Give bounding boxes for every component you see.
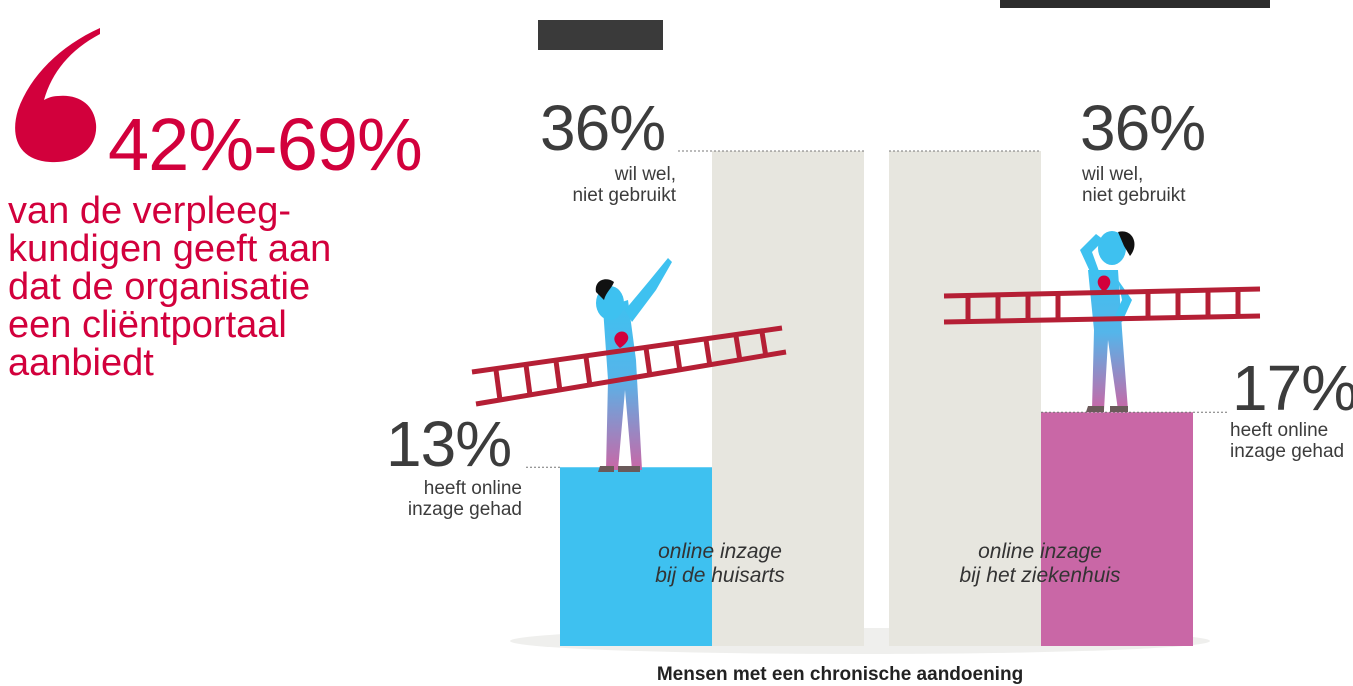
quote-text: van de verpleeg- kundigen geeft aan dat …: [8, 192, 408, 382]
value-label: 13%: [386, 408, 512, 480]
quote-line: van de verpleeg-: [8, 190, 292, 232]
bar-label-line: wil wel,: [1082, 164, 1144, 185]
bar-label-line: inzage gehad: [1230, 441, 1345, 462]
bar-label-line: wil wel,: [614, 164, 676, 185]
bar-label: heeft online inzage gehad: [380, 478, 522, 520]
bar-label: wil wel, niet gebruikt: [540, 164, 676, 206]
person-thinking-icon: [1080, 231, 1135, 412]
quote-mark-icon: [15, 28, 100, 163]
group-caption: online inzage bij het ziekenhuis: [940, 540, 1140, 588]
ladder-icon: [943, 286, 1261, 325]
quote-line: een cliëntportaal: [8, 304, 287, 346]
quote-line: dat de organisatie: [8, 266, 311, 308]
group-caption-line: online inzage: [978, 540, 1102, 563]
group-caption-line: bij het ziekenhuis: [959, 564, 1121, 587]
chart-footer-label: Mensen met een chronische aandoening: [656, 664, 1024, 685]
bar-label-line: niet gebruikt: [572, 185, 676, 206]
bar: [712, 151, 864, 646]
bar-label-line: niet gebruikt: [1082, 185, 1186, 206]
quote-line: kundigen geeft aan: [8, 228, 332, 270]
quote-percentage: 42%-69%: [108, 103, 423, 186]
quote-line: aanbiedt: [8, 342, 154, 384]
bar: [1041, 412, 1193, 646]
bar: [560, 467, 712, 646]
decorative-top-strip: [1000, 0, 1270, 8]
ladder-icon: [471, 325, 787, 407]
value-label: 17%: [1232, 352, 1353, 424]
bar: [889, 151, 1041, 646]
person-pointing-icon: [595, 258, 672, 472]
decorative-dark-tab: [538, 20, 663, 50]
bar-label-line: heeft online: [1230, 420, 1329, 441]
bar-label-line: heeft online: [423, 478, 522, 499]
value-label: 36%: [540, 92, 666, 164]
bar-label: heeft online inzage gehad: [1230, 420, 1344, 462]
group-caption-line: online inzage: [658, 540, 782, 563]
bar-label: wil wel, niet gebruikt: [1082, 164, 1186, 206]
group-caption: online inzage bij de huisarts: [620, 540, 820, 588]
value-label: 36%: [1080, 92, 1206, 164]
bar-label-line: inzage gehad: [407, 499, 522, 520]
group-caption-line: bij de huisarts: [655, 564, 785, 587]
